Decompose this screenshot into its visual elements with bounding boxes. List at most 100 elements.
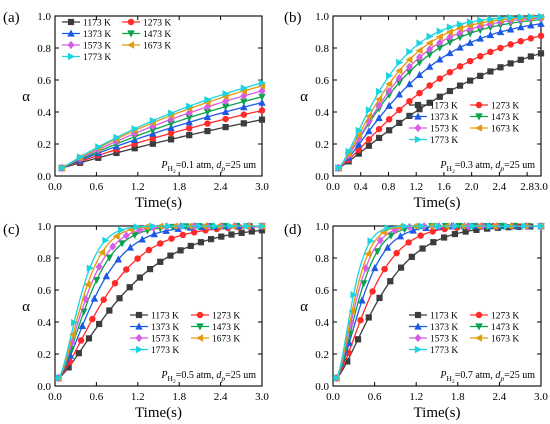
data-point: [396, 58, 404, 67]
data-point: [240, 91, 248, 100]
data-point: [466, 38, 474, 46]
series-1273-k: [333, 222, 545, 382]
y-tick-label: 0.6: [37, 285, 51, 297]
series-1173-k: [333, 223, 545, 382]
data-point: [55, 374, 63, 382]
data-point: [186, 132, 193, 139]
data-point: [367, 237, 375, 245]
data-point: [435, 33, 443, 41]
legend-swatch-marker: [414, 345, 423, 354]
data-point: [204, 127, 211, 135]
legend-item: 1773 K: [409, 135, 458, 146]
data-point: [397, 264, 405, 271]
data-point: [177, 247, 184, 254]
legend-swatch-marker: [67, 52, 76, 61]
data-point: [537, 50, 545, 57]
legend-label: 1773 K: [83, 53, 111, 63]
data-point: [425, 62, 434, 70]
data-point: [381, 265, 388, 273]
data-point: [365, 106, 373, 114]
x-ticks: 0.0 0.4 0.8 1.2 1.6 2.0 2.4 2.8 3.0: [326, 16, 548, 193]
data-point: [387, 232, 395, 240]
data-point: [112, 232, 120, 240]
data-point: [203, 112, 212, 121]
data-point: [537, 12, 546, 21]
condition-d-sub: p: [220, 164, 225, 173]
data-point: [429, 228, 436, 235]
data-point: [75, 350, 82, 357]
y-tick-label: 0.0: [37, 381, 51, 393]
data-point: [134, 255, 141, 262]
data-point: [240, 84, 248, 92]
y-ticks: 0.0 0.2 0.4 0.6 0.8 1.0: [37, 221, 262, 393]
series-line: [61, 101, 263, 169]
legend-item: 1473 K: [470, 113, 519, 123]
data-point: [506, 25, 515, 33]
x-tick-label: 2.0: [465, 181, 479, 193]
data-point: [487, 48, 494, 56]
data-point: [507, 60, 514, 67]
y-axis-title: α: [300, 89, 308, 105]
data-point: [204, 95, 212, 104]
data-point: [408, 253, 415, 260]
data-point: [409, 226, 417, 234]
y-tick-label: 1.0: [315, 11, 329, 23]
legend-label: 1373 K: [83, 30, 111, 40]
legend-item: 1573 K: [130, 333, 179, 345]
data-point: [426, 82, 433, 89]
y-ticks: 0.0 0.2 0.4 0.6 0.8 1.0: [315, 221, 541, 393]
y-tick-label: 0.4: [315, 317, 329, 329]
data-point: [204, 120, 211, 127]
data-point: [258, 116, 266, 123]
x-tick-label: 3.0: [534, 391, 548, 403]
data-point: [258, 222, 267, 230]
legend-label: 1173 K: [83, 19, 111, 29]
data-point: [102, 272, 111, 280]
data-point: [520, 222, 528, 230]
panel-b: 0.0 0.4 0.8 1.2 1.6 2.0 2.4 2.8 3.00.00.20.40.60…: [284, 10, 548, 211]
data-point: [396, 119, 403, 127]
x-tick-label: 2.4: [493, 391, 507, 403]
legend-item: 1273 K: [191, 312, 240, 322]
data-point: [486, 222, 494, 230]
data-point: [385, 80, 393, 88]
data-point: [486, 31, 495, 39]
legend-label: 1773 K: [151, 346, 179, 356]
data-point: [446, 87, 453, 95]
condition-p-sub: H: [447, 374, 453, 383]
series-1773-k: [333, 222, 546, 382]
y-tick-label: 0.8: [37, 43, 51, 55]
data-point: [145, 246, 153, 254]
legend-label: 1373 K: [430, 113, 458, 123]
series-1573-k: [58, 86, 266, 173]
data-point: [95, 143, 103, 151]
data-point: [371, 264, 379, 272]
legend-item: 1473 K: [122, 30, 171, 40]
data-point: [78, 321, 87, 329]
data-point: [86, 264, 94, 272]
data-point: [517, 56, 524, 63]
condition-p-sub: H: [168, 374, 174, 383]
x-tick-label: 0.6: [368, 391, 382, 403]
y-ticks: 0.0 0.2 0.4 0.6 0.8 1.0: [37, 11, 262, 183]
data-point: [395, 67, 403, 75]
legend-swatch-marker: [135, 333, 143, 343]
data-point: [141, 223, 149, 231]
data-point: [350, 291, 358, 299]
legend-swatch-marker: [414, 311, 422, 319]
data-point: [157, 258, 164, 265]
data-point: [354, 131, 362, 139]
y-tick-label: 0.0: [37, 171, 51, 183]
y-tick-label: 0.4: [315, 107, 329, 119]
condition-d-sym: d: [495, 160, 501, 171]
x-tick-label: 1.8: [172, 181, 186, 193]
data-point: [228, 231, 235, 238]
data-point: [451, 230, 458, 238]
legend-label: 1673 K: [491, 335, 519, 345]
data-point: [197, 239, 205, 246]
data-point: [179, 231, 187, 239]
panel-d: 0.0 0.6 1.2 1.8 2.4 3.0 0.0 0.2 0.4 0.6 0.8 1.0 Time…: [284, 221, 548, 421]
data-point: [156, 240, 164, 247]
data-point: [162, 226, 170, 234]
data-point: [385, 101, 393, 109]
